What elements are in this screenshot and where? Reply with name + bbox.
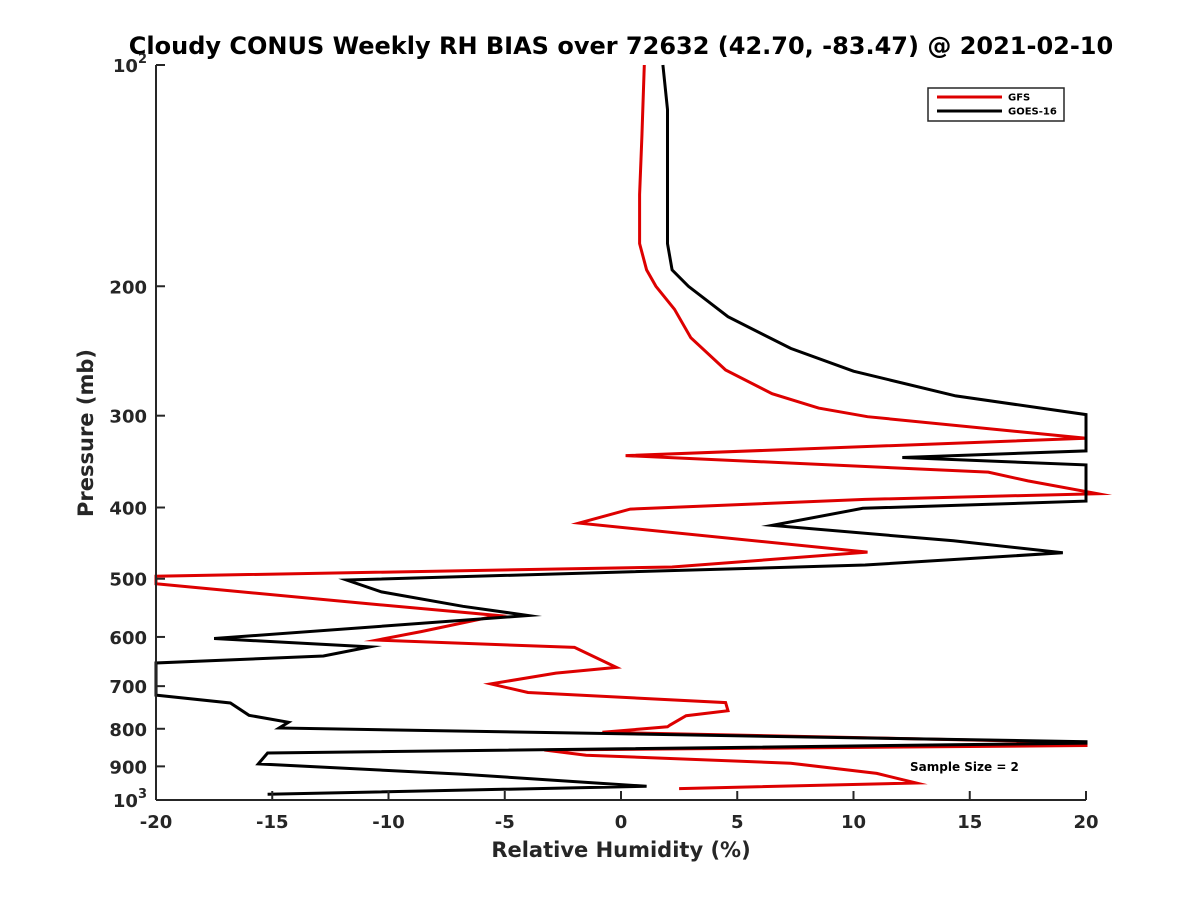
y-tick-exponent-0: 2	[138, 52, 147, 67]
y-tick-label-4: 500	[109, 570, 147, 591]
y-tick-label-8: 900	[109, 757, 147, 778]
y-tick-label-5: 600	[109, 628, 147, 649]
axes: -20 -15 -10 -5 0 5 10 15 20 102 200 300 400 500 600 700…	[109, 52, 1098, 833]
series-line-1	[154, 64, 1088, 796]
legend: GFS GOES-16	[927, 87, 1065, 122]
x-tick-label-4: 0	[615, 812, 628, 833]
y-axis-label: Pressure (mb)	[74, 349, 98, 517]
legend-label-1: GOES-16	[1008, 107, 1057, 118]
x-tick-label-2: -10	[372, 812, 405, 833]
y-tick-label-7: 800	[109, 720, 147, 741]
sample-size-annotation: Sample Size = 2	[910, 760, 1019, 774]
x-tick-label-5: 5	[731, 812, 744, 833]
x-axis-label: Relative Humidity (%)	[491, 838, 750, 862]
x-tick-label-6: 10	[841, 812, 866, 833]
y-tick-exponent-9: 3	[138, 787, 147, 802]
x-tick-label-0: -20	[140, 812, 173, 833]
x-tick-label-3: -5	[495, 812, 515, 833]
legend-label-0: GFS	[1008, 93, 1030, 104]
x-tick-label-1: -15	[256, 812, 289, 833]
y-tick-label-3: 400	[109, 499, 147, 520]
x-tick-label-8: 20	[1073, 812, 1098, 833]
legend-box	[927, 87, 1065, 122]
y-tick-label-6: 700	[109, 677, 147, 698]
series-line-0	[154, 64, 1113, 791]
y-tick-label-2: 300	[109, 407, 147, 428]
y-tick-label-1: 200	[109, 277, 147, 298]
series-layer	[154, 64, 1113, 796]
y-tick-label-9: 103	[113, 787, 147, 812]
y-tick-label-0: 102	[113, 52, 147, 77]
x-tick-label-7: 15	[957, 812, 982, 833]
chart-title: Cloudy CONUS Weekly RH BIAS over 72632 (…	[129, 32, 1113, 60]
